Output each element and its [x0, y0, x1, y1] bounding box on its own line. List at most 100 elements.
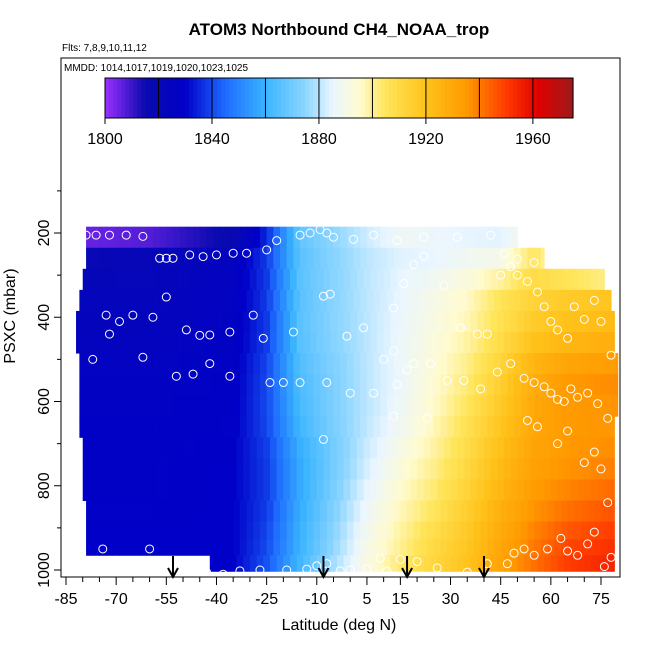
heatmap-cell	[413, 521, 421, 540]
heatmap-cell	[236, 479, 244, 501]
heatmap-cell	[96, 479, 104, 501]
colorbar-segment	[177, 78, 182, 118]
heatmap-cell	[219, 416, 227, 438]
heatmap-cell	[286, 226, 294, 249]
heatmap-cell	[440, 539, 448, 556]
observation-point	[225, 327, 235, 337]
heatmap-cell	[356, 268, 365, 291]
heatmap-cell	[266, 289, 274, 312]
observation-point	[573, 392, 583, 402]
observation-point	[104, 329, 114, 339]
heatmap-cell	[336, 479, 345, 501]
heatmap-cell	[156, 479, 164, 501]
heatmap-cell	[266, 353, 274, 375]
heatmap-cell	[293, 539, 301, 556]
heatmap-cell	[350, 555, 358, 572]
heatmap-cell	[92, 247, 100, 270]
heatmap-cell	[520, 247, 528, 270]
heatmap-cell	[106, 374, 114, 396]
heatmap-cell	[547, 416, 555, 438]
observation-point	[349, 234, 359, 244]
colorbar-segment	[353, 78, 358, 118]
heatmap-cell	[166, 500, 174, 523]
heatmap-cell	[293, 395, 301, 417]
heatmap-cell	[440, 521, 448, 540]
observation-point	[322, 228, 332, 238]
heatmap-cell	[340, 289, 348, 312]
heatmap-cell	[353, 500, 361, 523]
heatmap-cell	[229, 331, 238, 354]
heatmap-cell	[410, 331, 418, 354]
heatmap-cell	[330, 268, 338, 291]
heatmap-cell	[590, 479, 599, 501]
heatmap-cell	[547, 353, 555, 375]
heatmap-cell	[259, 521, 268, 540]
colorbar-segment	[553, 78, 558, 118]
observation-point	[506, 359, 516, 369]
heatmap-cell	[126, 353, 134, 375]
heatmap-cell	[400, 353, 408, 375]
heatmap-cell	[356, 437, 365, 459]
heatmap-cell	[239, 539, 248, 556]
heatmap-cell	[433, 521, 441, 540]
heatmap-cell	[500, 416, 508, 438]
heatmap-cell	[443, 310, 452, 333]
heatmap-cell	[290, 310, 298, 333]
heatmap-cell	[243, 458, 251, 480]
heatmap-cell	[263, 555, 271, 572]
heatmap-cell	[360, 226, 368, 249]
heatmap-cell	[323, 458, 331, 480]
heatmap-cell	[199, 395, 207, 417]
heatmap-cell	[99, 353, 107, 375]
heatmap-cell	[132, 374, 141, 396]
heatmap-cell	[557, 437, 565, 459]
heatmap-cell	[440, 395, 448, 417]
observation-point	[342, 331, 352, 341]
heatmap-cell	[102, 458, 110, 480]
heatmap-cell	[300, 353, 308, 375]
heatmap-cell	[313, 539, 321, 556]
heatmap-cell	[557, 268, 565, 291]
heatmap-cell	[413, 247, 421, 270]
heatmap-cell	[326, 289, 334, 312]
heatmap-cell	[433, 226, 441, 249]
heatmap-cell	[487, 289, 495, 312]
heatmap-cell	[467, 226, 475, 249]
heatmap-cell	[290, 437, 298, 459]
heatmap-cell	[544, 479, 552, 501]
heatmap-cell	[614, 353, 619, 375]
observation-point	[362, 564, 372, 574]
colorbar-segment	[313, 78, 318, 118]
heatmap-cell	[92, 500, 100, 523]
heatmap-cell	[219, 247, 227, 270]
heatmap-cell	[410, 479, 418, 501]
heatmap-cell	[607, 395, 615, 417]
colorbar-segment	[329, 78, 334, 118]
heatmap-cell	[273, 521, 281, 540]
heatmap-cell	[350, 268, 358, 291]
heatmap-cell	[530, 555, 538, 572]
heatmap-cell	[206, 395, 214, 417]
heatmap-cell	[132, 289, 141, 312]
heatmap-cell	[119, 247, 127, 270]
heatmap-cell	[453, 539, 462, 556]
observation-point	[462, 567, 472, 577]
heatmap-cell	[276, 268, 284, 291]
heatmap-cell	[480, 374, 488, 396]
heatmap-cell	[246, 226, 254, 249]
heatmap-cell	[89, 331, 97, 354]
heatmap-cell	[483, 331, 492, 354]
heatmap-cell	[574, 521, 582, 540]
heatmap-cell	[343, 268, 351, 291]
heatmap-cell	[560, 539, 569, 556]
heatmap-cell	[169, 458, 177, 480]
colorbar-frame	[104, 77, 574, 119]
observation-point	[583, 388, 593, 398]
heatmap-cell	[213, 500, 221, 523]
heatmap-cell	[209, 458, 217, 480]
heatmap-cell	[577, 268, 585, 291]
heatmap-cell	[594, 416, 602, 438]
heatmap-cell	[403, 479, 411, 501]
observation-point	[399, 279, 409, 289]
heatmap-cell	[477, 555, 485, 572]
